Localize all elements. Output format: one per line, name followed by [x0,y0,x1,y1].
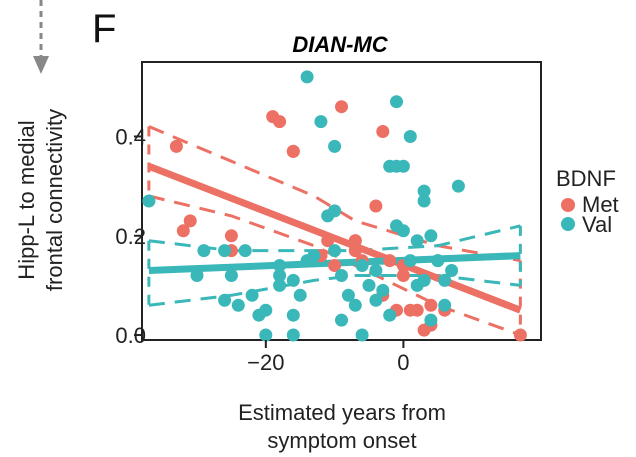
val-point-31 [355,328,369,342]
val-point-2 [197,244,211,258]
met-point-16 [348,244,362,258]
y-tick-label: 0.4 [115,124,146,149]
met-point-8 [286,144,300,158]
met-point-21 [383,254,397,268]
met-point-26 [410,303,424,317]
y-tick-label: 0.2 [115,224,146,249]
val-point-21 [314,115,328,129]
data-points [142,70,527,342]
legend-label-val: Val [582,212,612,237]
val-point-6 [231,298,245,312]
x-axis-label-line-1: Estimated years from [238,400,446,425]
met-point-13 [335,100,348,114]
chart-title: DIAN-MC [292,32,388,57]
met-point-23 [396,269,410,282]
met-point-1 [176,224,190,238]
panel-letter: F [92,7,116,51]
val-point-33 [369,264,383,277]
val-point-13 [273,269,287,282]
met-point-12 [328,259,342,272]
met-point-2 [183,214,197,228]
met-point-19 [376,125,390,138]
x-axis-ticks: −20 0 [247,340,410,375]
legend-title: BDNF [556,166,616,191]
met-point-3 [224,229,238,243]
val-point-15 [286,328,300,342]
val-point-47 [417,273,431,287]
val-point-16 [286,273,300,287]
val-point-56 [390,95,403,109]
val-point-48 [424,313,438,327]
val-point-55 [300,70,314,84]
val-point-0 [142,194,156,208]
val-point-10 [259,303,273,317]
met-point-18 [369,199,383,213]
val-point-17 [286,308,300,322]
val-point-57 [403,130,417,143]
legend-label-met: Met [582,192,619,217]
val-point-28 [341,288,355,302]
val-point-20 [307,249,321,263]
val-point-26 [335,269,348,282]
met-point-0 [169,139,183,153]
val-point-30 [355,259,369,272]
val-point-52 [438,273,452,287]
x-axis-label-line-2: symptom onset [267,428,416,453]
legend-swatch-met [561,198,575,212]
val-point-58 [431,254,445,268]
met-ci-upper-line [148,125,521,263]
val-point-51 [438,298,452,312]
val-point-18 [293,288,307,302]
val-ci-lower-line [148,274,521,307]
val-point-1 [190,269,204,282]
val-point-23 [328,139,342,153]
val-point-12 [273,259,287,272]
met-point-15 [348,234,362,248]
val-point-49 [424,229,438,243]
y-axis-label: Hipp-L to medial frontal connectivity [14,109,67,291]
x-tick-label: −20 [247,350,284,375]
y-axis-ticks: 0.0 0.2 0.4 [115,124,146,348]
val-point-3 [218,244,232,258]
val-point-29 [348,298,362,312]
y-axis-label-line-1: Hipp-L to medial [14,120,39,279]
dashed-down-arrow-icon [33,0,49,74]
met-point-29 [424,298,438,312]
val-point-24 [328,204,342,218]
val-point-45 [417,184,431,198]
val-point-35 [376,283,390,297]
val-point-32 [362,278,376,292]
val-point-34 [369,293,383,307]
val-point-5 [224,269,238,282]
y-axis-label-line-2: frontal connectivity [42,109,67,291]
met-point-31 [513,328,527,342]
val-point-27 [335,313,348,327]
val-point-43 [410,234,424,248]
val-point-42 [403,254,417,268]
val-point-53 [445,264,459,277]
met-point-11 [321,234,335,248]
x-tick-label: 0 [397,350,409,375]
legend-swatch-val [561,217,575,231]
val-point-41 [396,224,410,238]
y-tick-label: 0.0 [115,323,146,348]
val-point-25 [328,244,342,258]
val-point-36 [383,308,397,322]
val-point-11 [259,328,273,342]
val-point-40 [396,159,410,173]
met-fit-line [147,162,522,314]
val-point-4 [218,293,232,307]
val-point-14 [273,278,287,292]
met-point-6 [273,115,287,129]
val-point-7 [238,244,252,258]
val-point-46 [417,194,431,208]
val-point-8 [245,288,259,302]
legend: BDNF Met Val [556,166,619,237]
val-point-54 [451,179,465,193]
